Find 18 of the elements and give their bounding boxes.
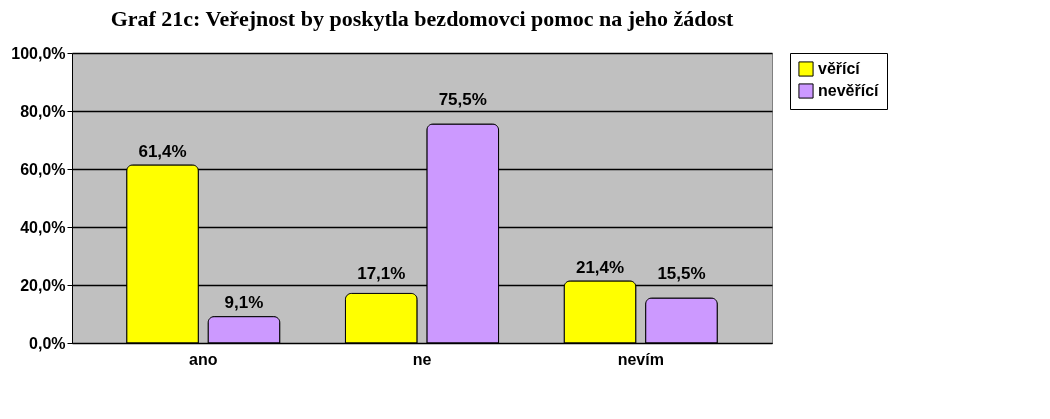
data-label: 75,5% xyxy=(438,89,487,109)
data-label: 21,4% xyxy=(575,257,625,277)
x-tick-label: nevím xyxy=(617,350,664,368)
y-tick-label: 60,0% xyxy=(20,160,66,178)
y-tick-label: 100,0% xyxy=(11,44,66,62)
legend-label: nevěřící xyxy=(818,82,880,99)
y-tick-label: 0,0% xyxy=(29,334,66,352)
x-tick-label: ano xyxy=(189,350,218,368)
data-label: 15,5% xyxy=(657,263,706,283)
legend-label: věřící xyxy=(818,60,861,77)
data-label: 9,1% xyxy=(224,293,264,313)
chart-title: Graf 21c: Veřejnost by poskytla bezdomovci pomoc na jeho žádost xyxy=(110,6,735,31)
data-label: 61,4% xyxy=(138,141,187,161)
x-tick-label: ne xyxy=(412,350,432,368)
data-label: 17,1% xyxy=(357,263,406,283)
y-tick-label: 80,0% xyxy=(20,102,66,120)
y-tick-label: 40,0% xyxy=(20,218,66,236)
y-tick-label: 20,0% xyxy=(20,276,66,294)
